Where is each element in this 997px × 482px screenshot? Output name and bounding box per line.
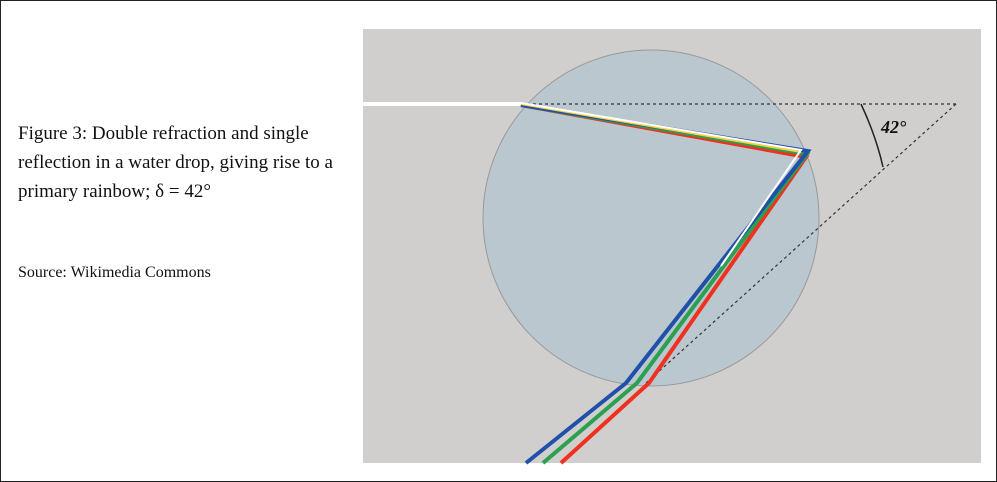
white-ray xyxy=(520,102,803,267)
angle-arc xyxy=(860,103,884,168)
source: Source: Wikimedia Commons xyxy=(18,264,211,281)
angle-label: 42° xyxy=(880,117,907,137)
caption: Figure 3: Double refraction and single r… xyxy=(18,123,333,202)
water-drop xyxy=(482,49,820,387)
yellow-ray xyxy=(520,103,802,153)
